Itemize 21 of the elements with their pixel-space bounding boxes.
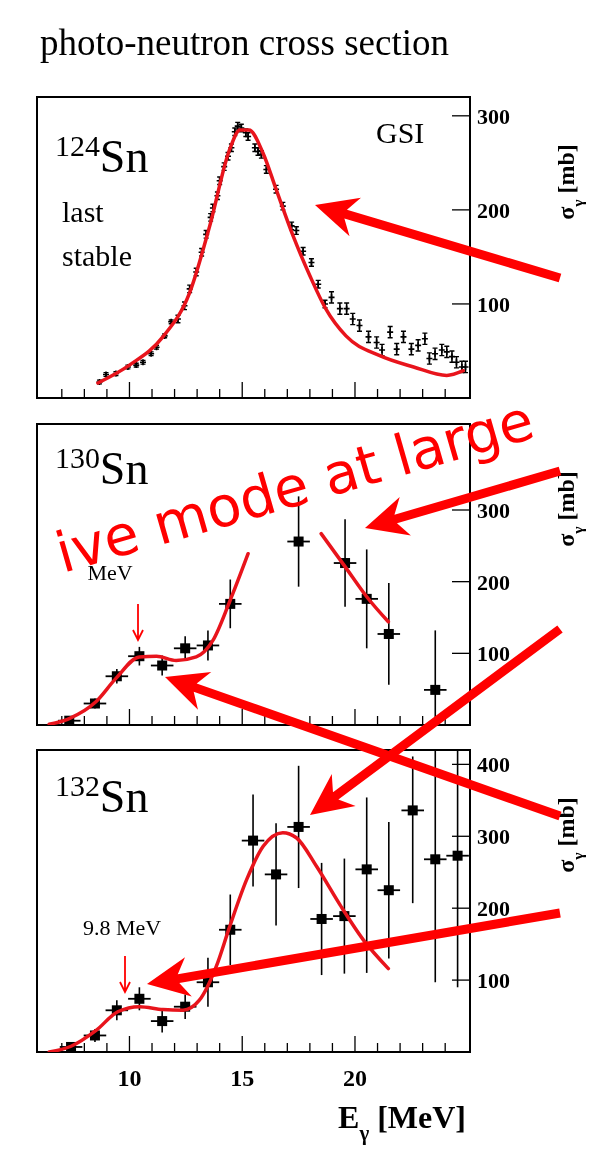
annotation: $^{124}$Sn [55,128,149,182]
annotation: $^{130}$Sn [55,440,149,494]
chart-title: photo-neutron cross section [40,22,449,63]
y-tick-label: 100 [477,641,510,667]
y-tick-label: 200 [477,197,510,223]
annotation: GSI [376,116,425,149]
y-tick-label: 100 [477,968,510,994]
x-tick-label: 10 [117,1065,142,1091]
y-tick-label: 300 [477,498,510,523]
y-tick-label: 400 [477,752,510,778]
annotation: last stable [62,195,132,272]
annotation: $^{132}$Sn [55,768,149,822]
y-tick-label: 100 [477,291,510,317]
y-tick-label: 300 [477,103,510,129]
x-tick-label: 20 [342,1065,367,1091]
x-axis-title: E$_{γ}$ [MeV] [338,1099,466,1145]
y-tick-label: 200 [477,896,510,922]
y-tick-label: 300 [477,824,510,850]
annotation: 9.8 MeV [82,915,162,940]
x-tick-label: 15 [230,1065,255,1091]
y-tick-label: 200 [477,569,510,595]
